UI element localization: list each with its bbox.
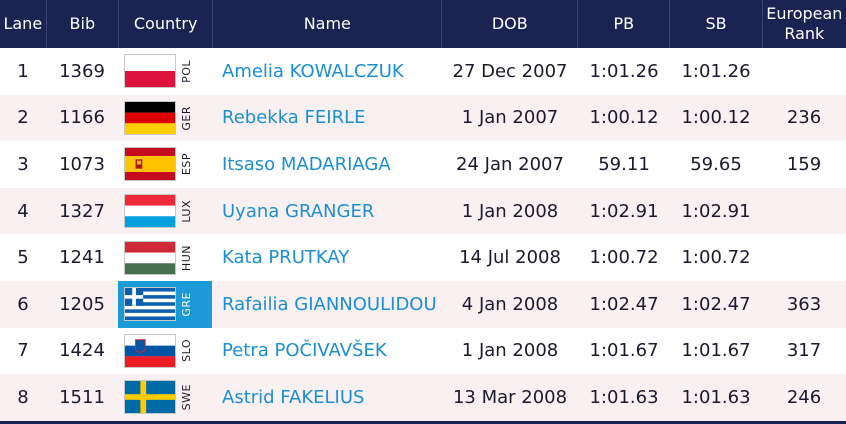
dob-cell: 1 Jan 2008 — [461, 340, 559, 362]
country-cell: SWE — [118, 374, 212, 421]
country-code: GER — [180, 105, 193, 131]
pb-cell: 1:00.72 — [589, 247, 659, 269]
lane-header: Lane — [0, 0, 47, 48]
pb-cell: 1:02.91 — [589, 200, 659, 222]
spain-flag-icon — [124, 147, 176, 182]
country-cell: HUN — [118, 234, 212, 281]
sb-cell: 1:01.67 — [681, 340, 751, 362]
lane-cell: 8 — [17, 386, 29, 408]
sb-cell: 1:00.72 — [681, 247, 751, 269]
country-cell: GRE — [118, 280, 212, 328]
dob-cell: 4 Jan 2008 — [461, 293, 559, 315]
country-code: GRE — [180, 291, 193, 317]
rank-cell: 246 — [786, 386, 822, 408]
athlete-name-link[interactable]: Rafailia GIANNOULIDOU — [222, 293, 437, 315]
pb-cell: 1:01.67 — [589, 340, 659, 362]
bib-cell: 1424 — [59, 340, 105, 362]
lane-cell: 3 — [17, 153, 29, 175]
country-cell: SLO — [118, 328, 212, 375]
athlete-name-link[interactable]: Rebekka FEIRLE — [222, 107, 366, 129]
name-header: Name — [213, 0, 443, 48]
table-row: 5 1241 HUN Kata PRUTKAY 14 Jul 2008 1:00… — [0, 234, 846, 281]
bib-cell: 1241 — [59, 247, 105, 269]
country-cell: GER — [118, 95, 212, 142]
rank-cell: 159 — [786, 153, 822, 175]
pb-cell: 1:00.12 — [589, 107, 659, 129]
athlete-name-link[interactable]: Kata PRUTKAY — [222, 247, 350, 269]
country-code: LUX — [180, 199, 193, 223]
rank-cell — [762, 234, 846, 281]
sb-cell: 1:00.12 — [681, 107, 751, 129]
sb-cell: 1:02.91 — [681, 200, 751, 222]
pb-cell: 1:02.47 — [589, 293, 659, 315]
table-header: Lane Bib Country Name DOB PB SB European… — [0, 0, 846, 48]
lane-cell: 5 — [17, 247, 29, 269]
table-row: 6 1205 GRE Rafai — [0, 280, 846, 328]
rank-cell — [762, 48, 846, 95]
bib-cell: 1166 — [59, 107, 105, 129]
rank-cell: 363 — [786, 293, 822, 315]
sb-cell: 59.65 — [690, 153, 742, 175]
pb-cell: 1:01.63 — [589, 386, 659, 408]
germany-flag-icon — [124, 100, 176, 135]
country-cell: LUX — [118, 188, 212, 235]
athlete-name-link[interactable]: Amelia KOWALCZUK — [222, 60, 404, 82]
dob-cell: 27 Dec 2007 — [452, 60, 568, 82]
sb-cell: 1:02.47 — [681, 293, 751, 315]
dob-cell: 24 Jan 2007 — [456, 153, 564, 175]
sb-cell: 1:01.26 — [681, 60, 751, 82]
greece-flag-icon — [124, 287, 176, 322]
dob-header: DOB — [442, 0, 579, 48]
sb-header: SB — [670, 0, 763, 48]
lane-cell: 1 — [17, 60, 29, 82]
country-cell: POL — [118, 48, 212, 95]
bib-cell: 1327 — [59, 200, 105, 222]
bib-cell: 1073 — [59, 153, 105, 175]
country-header: Country — [119, 0, 214, 48]
hungary-flag-icon — [124, 240, 176, 275]
table-row: 8 1511 SWE Astrid FAKELIUS 13 Mar 2008 1… — [0, 374, 846, 421]
lane-cell: 4 — [17, 200, 29, 222]
athlete-name-link[interactable]: Itsaso MADARIAGA — [222, 153, 391, 175]
athlete-name-link[interactable]: Astrid FAKELIUS — [222, 386, 365, 408]
sweden-flag-icon — [124, 380, 176, 415]
country-code: HUN — [180, 244, 193, 271]
athlete-name-link[interactable]: Petra POČIVAVŠEK — [222, 340, 387, 362]
slovenia-flag-icon — [124, 333, 176, 368]
bib-header: Bib — [47, 0, 120, 48]
luxembourg-flag-icon — [124, 194, 176, 229]
dob-cell: 13 Mar 2008 — [452, 386, 568, 408]
dob-cell: 1 Jan 2008 — [461, 200, 559, 222]
table-row: 3 1073 ESP Itsaso MADARIAGA 24 Jan 2007 … — [0, 141, 846, 188]
rank-cell: 236 — [786, 107, 822, 129]
rank-cell: 317 — [786, 340, 822, 362]
sb-cell: 1:01.63 — [681, 386, 751, 408]
bib-cell: 1511 — [59, 386, 105, 408]
athlete-name-link[interactable]: Uyana GRANGER — [222, 200, 375, 222]
country-code: ESP — [180, 153, 193, 176]
table-row: 1 1369 POL Amelia KOWALCZUK 27 Dec 2007 … — [0, 48, 846, 95]
poland-flag-icon — [124, 54, 176, 89]
dob-cell: 1 Jan 2007 — [461, 107, 559, 129]
country-code: SWE — [180, 384, 193, 411]
table-row: 4 1327 LUX Uyana GRANGER 1 Jan 2008 1:02… — [0, 187, 846, 235]
pb-cell: 59.11 — [598, 153, 650, 175]
country-code: POL — [180, 59, 193, 83]
table-row: 2 1166 GER Rebekka FEIRLE 1 Jan 2007 1:0… — [0, 94, 846, 142]
bib-cell: 1205 — [59, 293, 105, 315]
lane-cell: 7 — [17, 340, 29, 362]
dob-cell: 14 Jul 2008 — [459, 247, 561, 269]
pb-header: PB — [578, 0, 671, 48]
lane-cell: 2 — [17, 107, 29, 129]
pb-cell: 1:01.26 — [589, 60, 659, 82]
country-cell: ESP — [118, 141, 212, 188]
country-code: SLO — [180, 339, 193, 363]
table-bottom-border — [0, 421, 846, 424]
rank-cell — [762, 188, 846, 235]
european-rank-header: European Rank — [766, 4, 843, 43]
table-row: 7 1424 SLO Petra POČIVAVŠEK 1 Jan 2008 1… — [0, 328, 846, 375]
bib-cell: 1369 — [59, 60, 105, 82]
lane-cell: 6 — [17, 293, 29, 315]
